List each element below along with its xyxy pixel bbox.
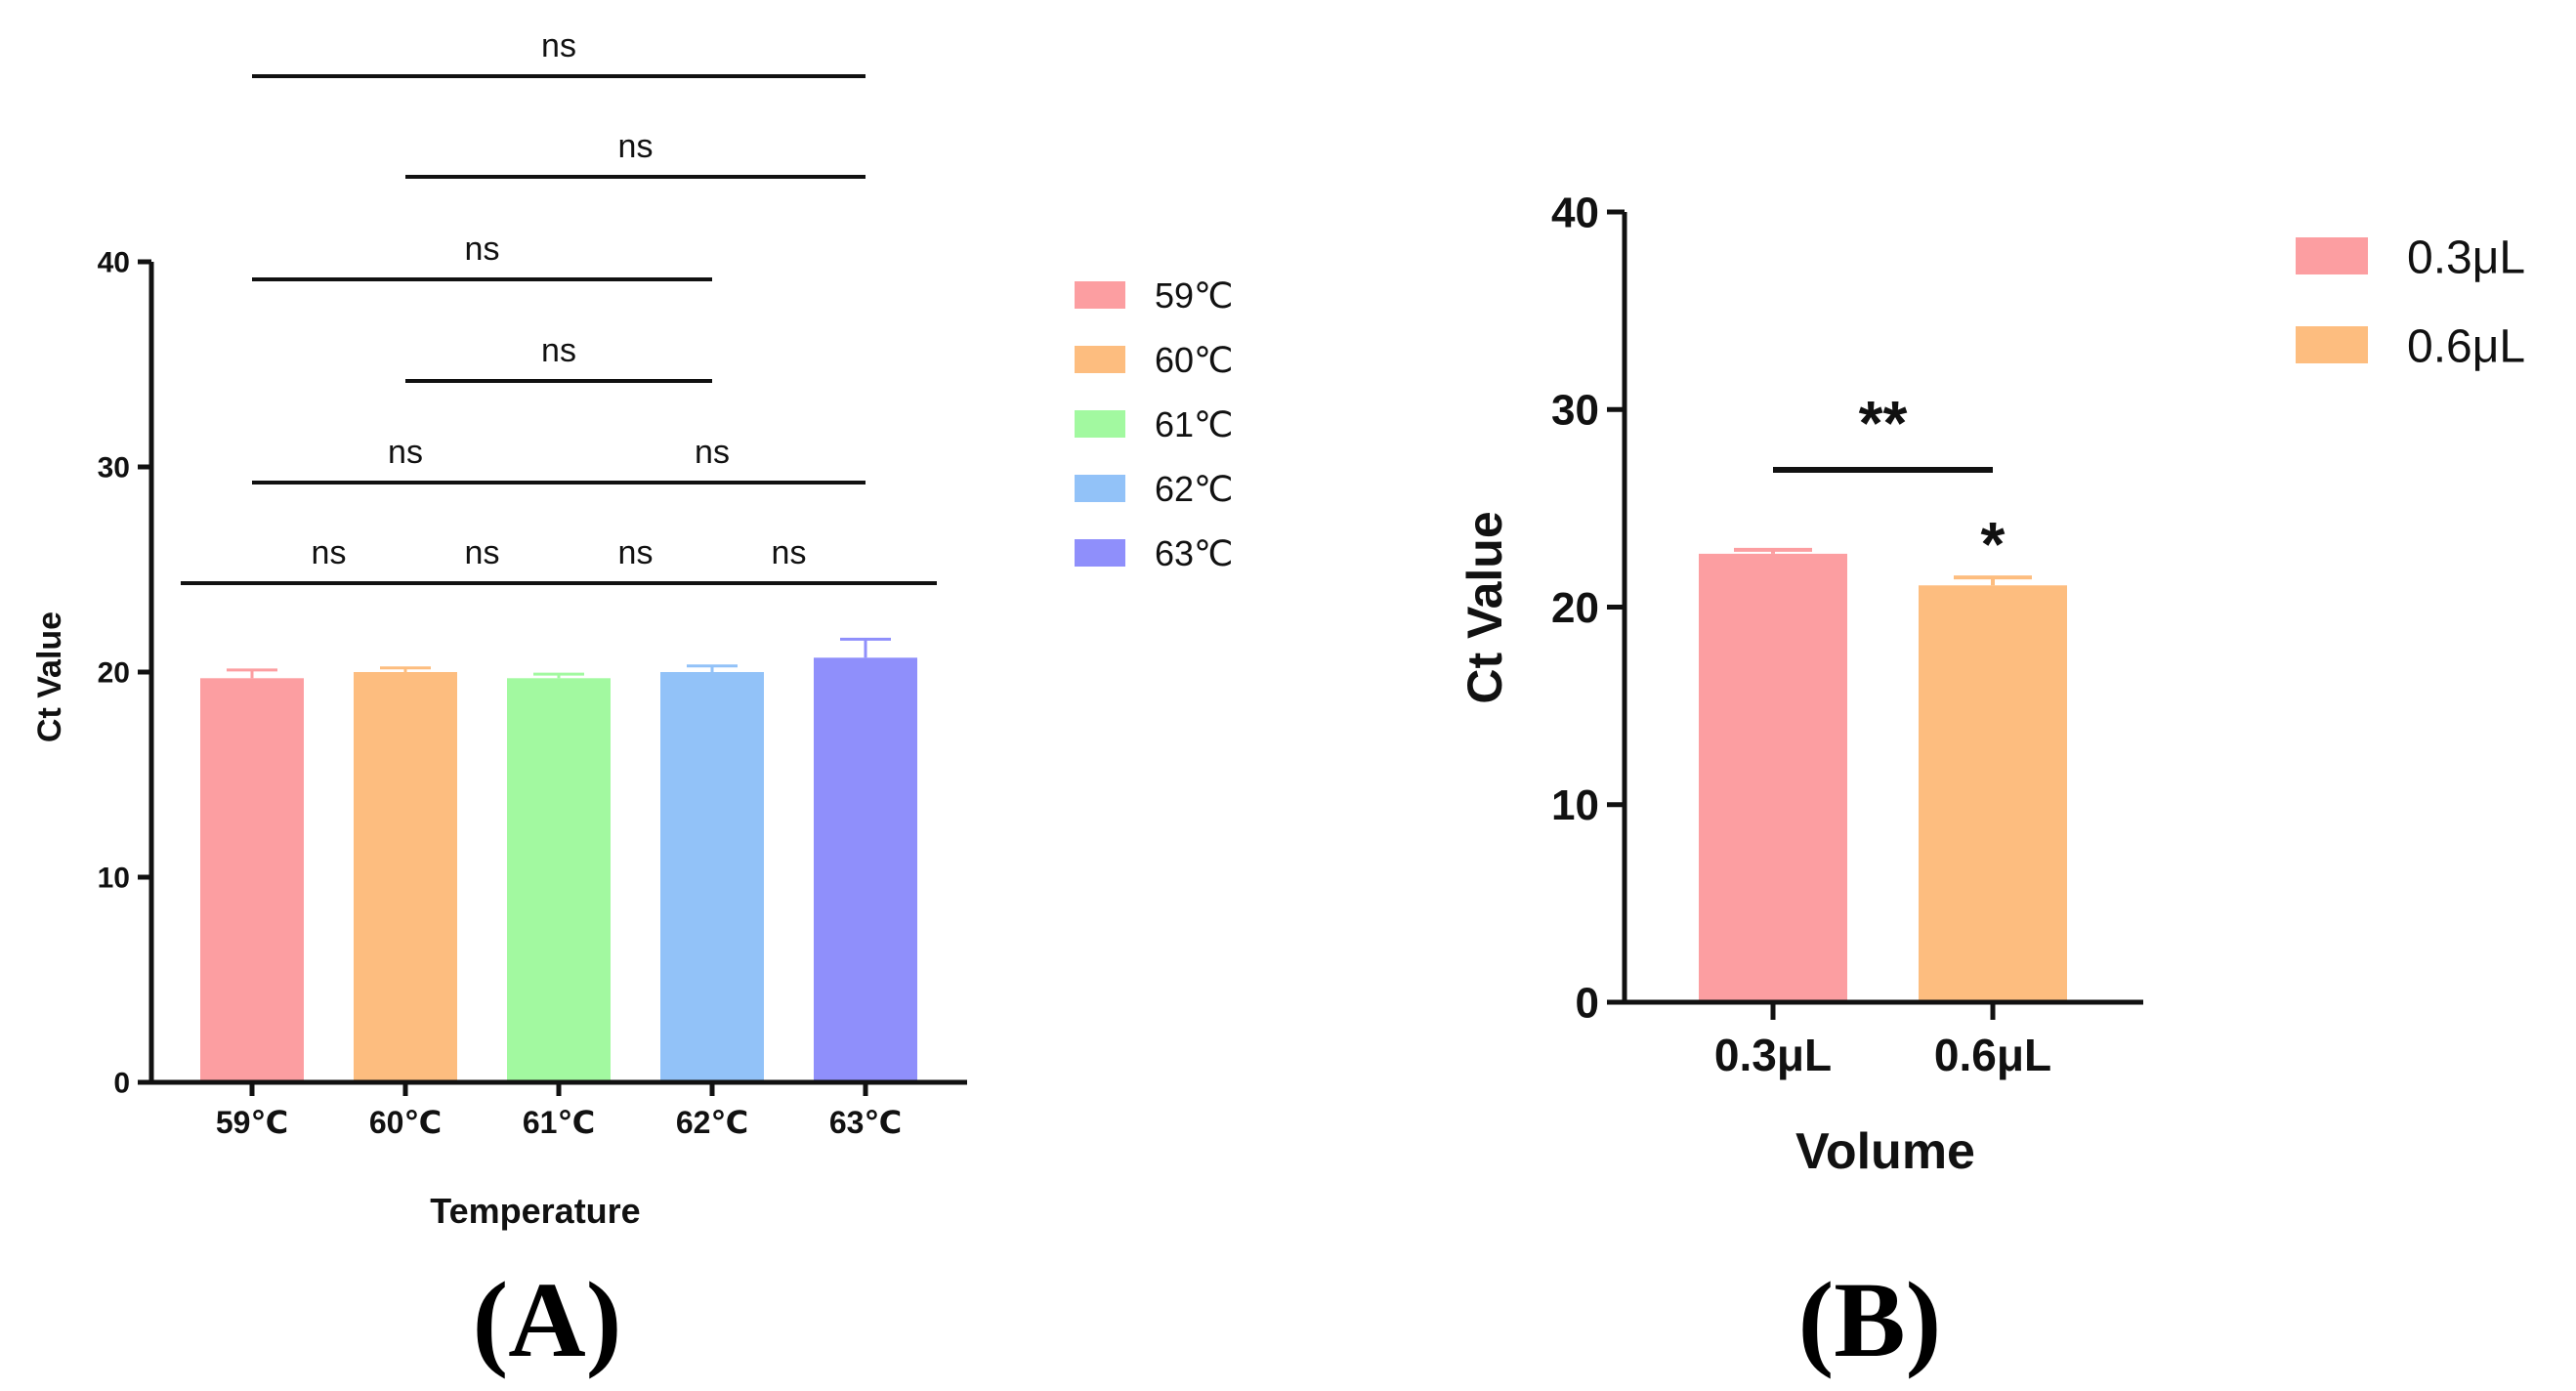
- bar-3: [660, 672, 764, 1082]
- x-tick-label-0: 0.3μL: [1714, 1030, 1832, 1080]
- legend-label-4: 63℃: [1155, 533, 1233, 573]
- bar-1: [354, 672, 457, 1082]
- y-tick-label-4: 40: [1551, 189, 1599, 236]
- panel-b-y-axis-label: Ct Value: [1457, 511, 1512, 703]
- panel-a-marks: 0 10 20 30 40 59℃ 60℃ 61℃ 62℃ 63℃ ns ns ns ns ns ns ns ns…: [98, 27, 1234, 1140]
- y-tick-label-0: 0: [113, 1068, 130, 1100]
- y-tick-label-3: 30: [98, 452, 130, 485]
- legend-label-3: 62℃: [1155, 469, 1233, 509]
- bar-4: [814, 657, 917, 1082]
- bar-0: [1699, 553, 1847, 1002]
- panel-b-x-axis-label: Volume: [1795, 1123, 1975, 1180]
- panel-b-label: (B): [1798, 1260, 1942, 1379]
- legend-swatch-1: [2296, 326, 2368, 363]
- x-tick-label-3: 62℃: [676, 1105, 748, 1140]
- y-tick-label-2: 20: [1551, 584, 1599, 632]
- bar-0: [200, 678, 304, 1082]
- comparison-label-3: ns: [541, 332, 576, 369]
- y-tick-label-1: 10: [98, 863, 130, 895]
- x-tick-label-0: 59℃: [216, 1105, 288, 1140]
- comparison-label-9: ns: [772, 534, 807, 571]
- comparison-label-6: ns: [312, 534, 347, 571]
- legend-swatch-4: [1075, 539, 1125, 567]
- panel-a: 0 10 20 30 40 59℃ 60℃ 61℃ 62℃ 63℃ ns ns ns ns ns ns ns ns…: [31, 27, 1233, 1379]
- y-tick-label-1: 10: [1551, 781, 1599, 829]
- bar-2: [507, 678, 611, 1082]
- comparison-label-0: **: [1859, 388, 1908, 458]
- legend-label-0: 59℃: [1155, 275, 1233, 316]
- comparison-label-4: ns: [388, 434, 423, 471]
- panel-a-y-axis-label: Ct Value: [31, 611, 68, 742]
- legend-label-1: 0.6μL: [2407, 320, 2525, 372]
- y-tick-label-4: 40: [98, 247, 130, 279]
- comparison-label-7: ns: [465, 534, 500, 571]
- comparison-label-5: ns: [695, 434, 730, 471]
- legend-label-2: 61℃: [1155, 404, 1233, 444]
- comparison-label-0: ns: [541, 27, 576, 64]
- comparison-label-2: ns: [465, 231, 500, 268]
- legend-swatch-0: [2296, 237, 2368, 274]
- legend-label-1: 60℃: [1155, 340, 1233, 380]
- legend-swatch-0: [1075, 281, 1125, 309]
- bar-1: [1919, 585, 2067, 1002]
- y-tick-label-2: 20: [98, 657, 130, 690]
- legend-swatch-2: [1075, 410, 1125, 438]
- y-tick-label-3: 30: [1551, 387, 1599, 435]
- panel-a-x-axis-label: Temperature: [430, 1191, 640, 1231]
- panel-a-label: (A): [473, 1260, 622, 1379]
- legend-label-0: 0.3μL: [2407, 232, 2525, 283]
- x-tick-label-1: 0.6μL: [1934, 1030, 2051, 1080]
- comparison-label-8: ns: [618, 534, 654, 571]
- bar-annotation-0: *: [1981, 509, 2006, 579]
- x-tick-label-2: 61℃: [523, 1105, 595, 1140]
- legend-swatch-3: [1075, 475, 1125, 502]
- comparison-label-1: ns: [618, 128, 654, 165]
- y-tick-label-0: 0: [1576, 979, 1599, 1027]
- x-tick-label-4: 63℃: [829, 1105, 902, 1140]
- x-tick-label-1: 60℃: [369, 1105, 442, 1140]
- legend-swatch-1: [1075, 346, 1125, 373]
